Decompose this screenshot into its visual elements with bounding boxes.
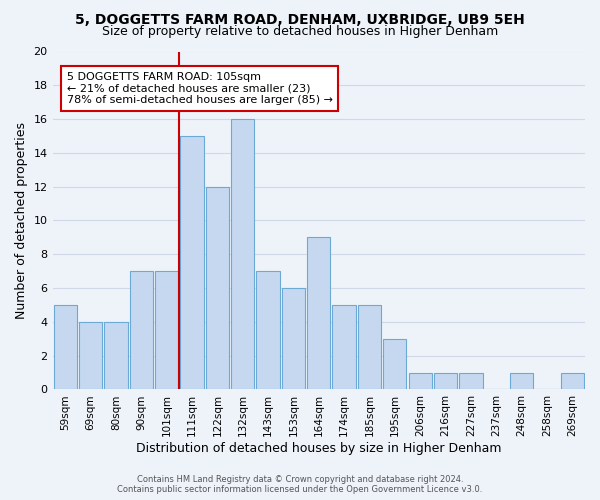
Bar <box>256 271 280 390</box>
Text: 5, DOGGETTS FARM ROAD, DENHAM, UXBRIDGE, UB9 5EH: 5, DOGGETTS FARM ROAD, DENHAM, UXBRIDGE,… <box>75 12 525 26</box>
Text: Contains HM Land Registry data © Crown copyright and database right 2024.
Contai: Contains HM Land Registry data © Crown c… <box>118 474 482 494</box>
Bar <box>206 186 229 390</box>
Bar <box>510 372 533 390</box>
Bar <box>79 322 102 390</box>
Bar <box>181 136 203 390</box>
Bar <box>459 372 482 390</box>
Bar <box>130 271 153 390</box>
Bar <box>383 339 406 390</box>
Bar <box>560 372 584 390</box>
Bar <box>155 271 178 390</box>
X-axis label: Distribution of detached houses by size in Higher Denham: Distribution of detached houses by size … <box>136 442 502 455</box>
Bar <box>332 305 356 390</box>
Bar <box>231 119 254 390</box>
Bar <box>307 238 331 390</box>
Text: 5 DOGGETTS FARM ROAD: 105sqm
← 21% of detached houses are smaller (23)
78% of se: 5 DOGGETTS FARM ROAD: 105sqm ← 21% of de… <box>67 72 333 105</box>
Bar <box>282 288 305 390</box>
Text: Size of property relative to detached houses in Higher Denham: Size of property relative to detached ho… <box>102 25 498 38</box>
Bar <box>53 305 77 390</box>
Bar <box>358 305 381 390</box>
Bar <box>434 372 457 390</box>
Bar <box>409 372 432 390</box>
Bar <box>104 322 128 390</box>
Y-axis label: Number of detached properties: Number of detached properties <box>15 122 28 319</box>
